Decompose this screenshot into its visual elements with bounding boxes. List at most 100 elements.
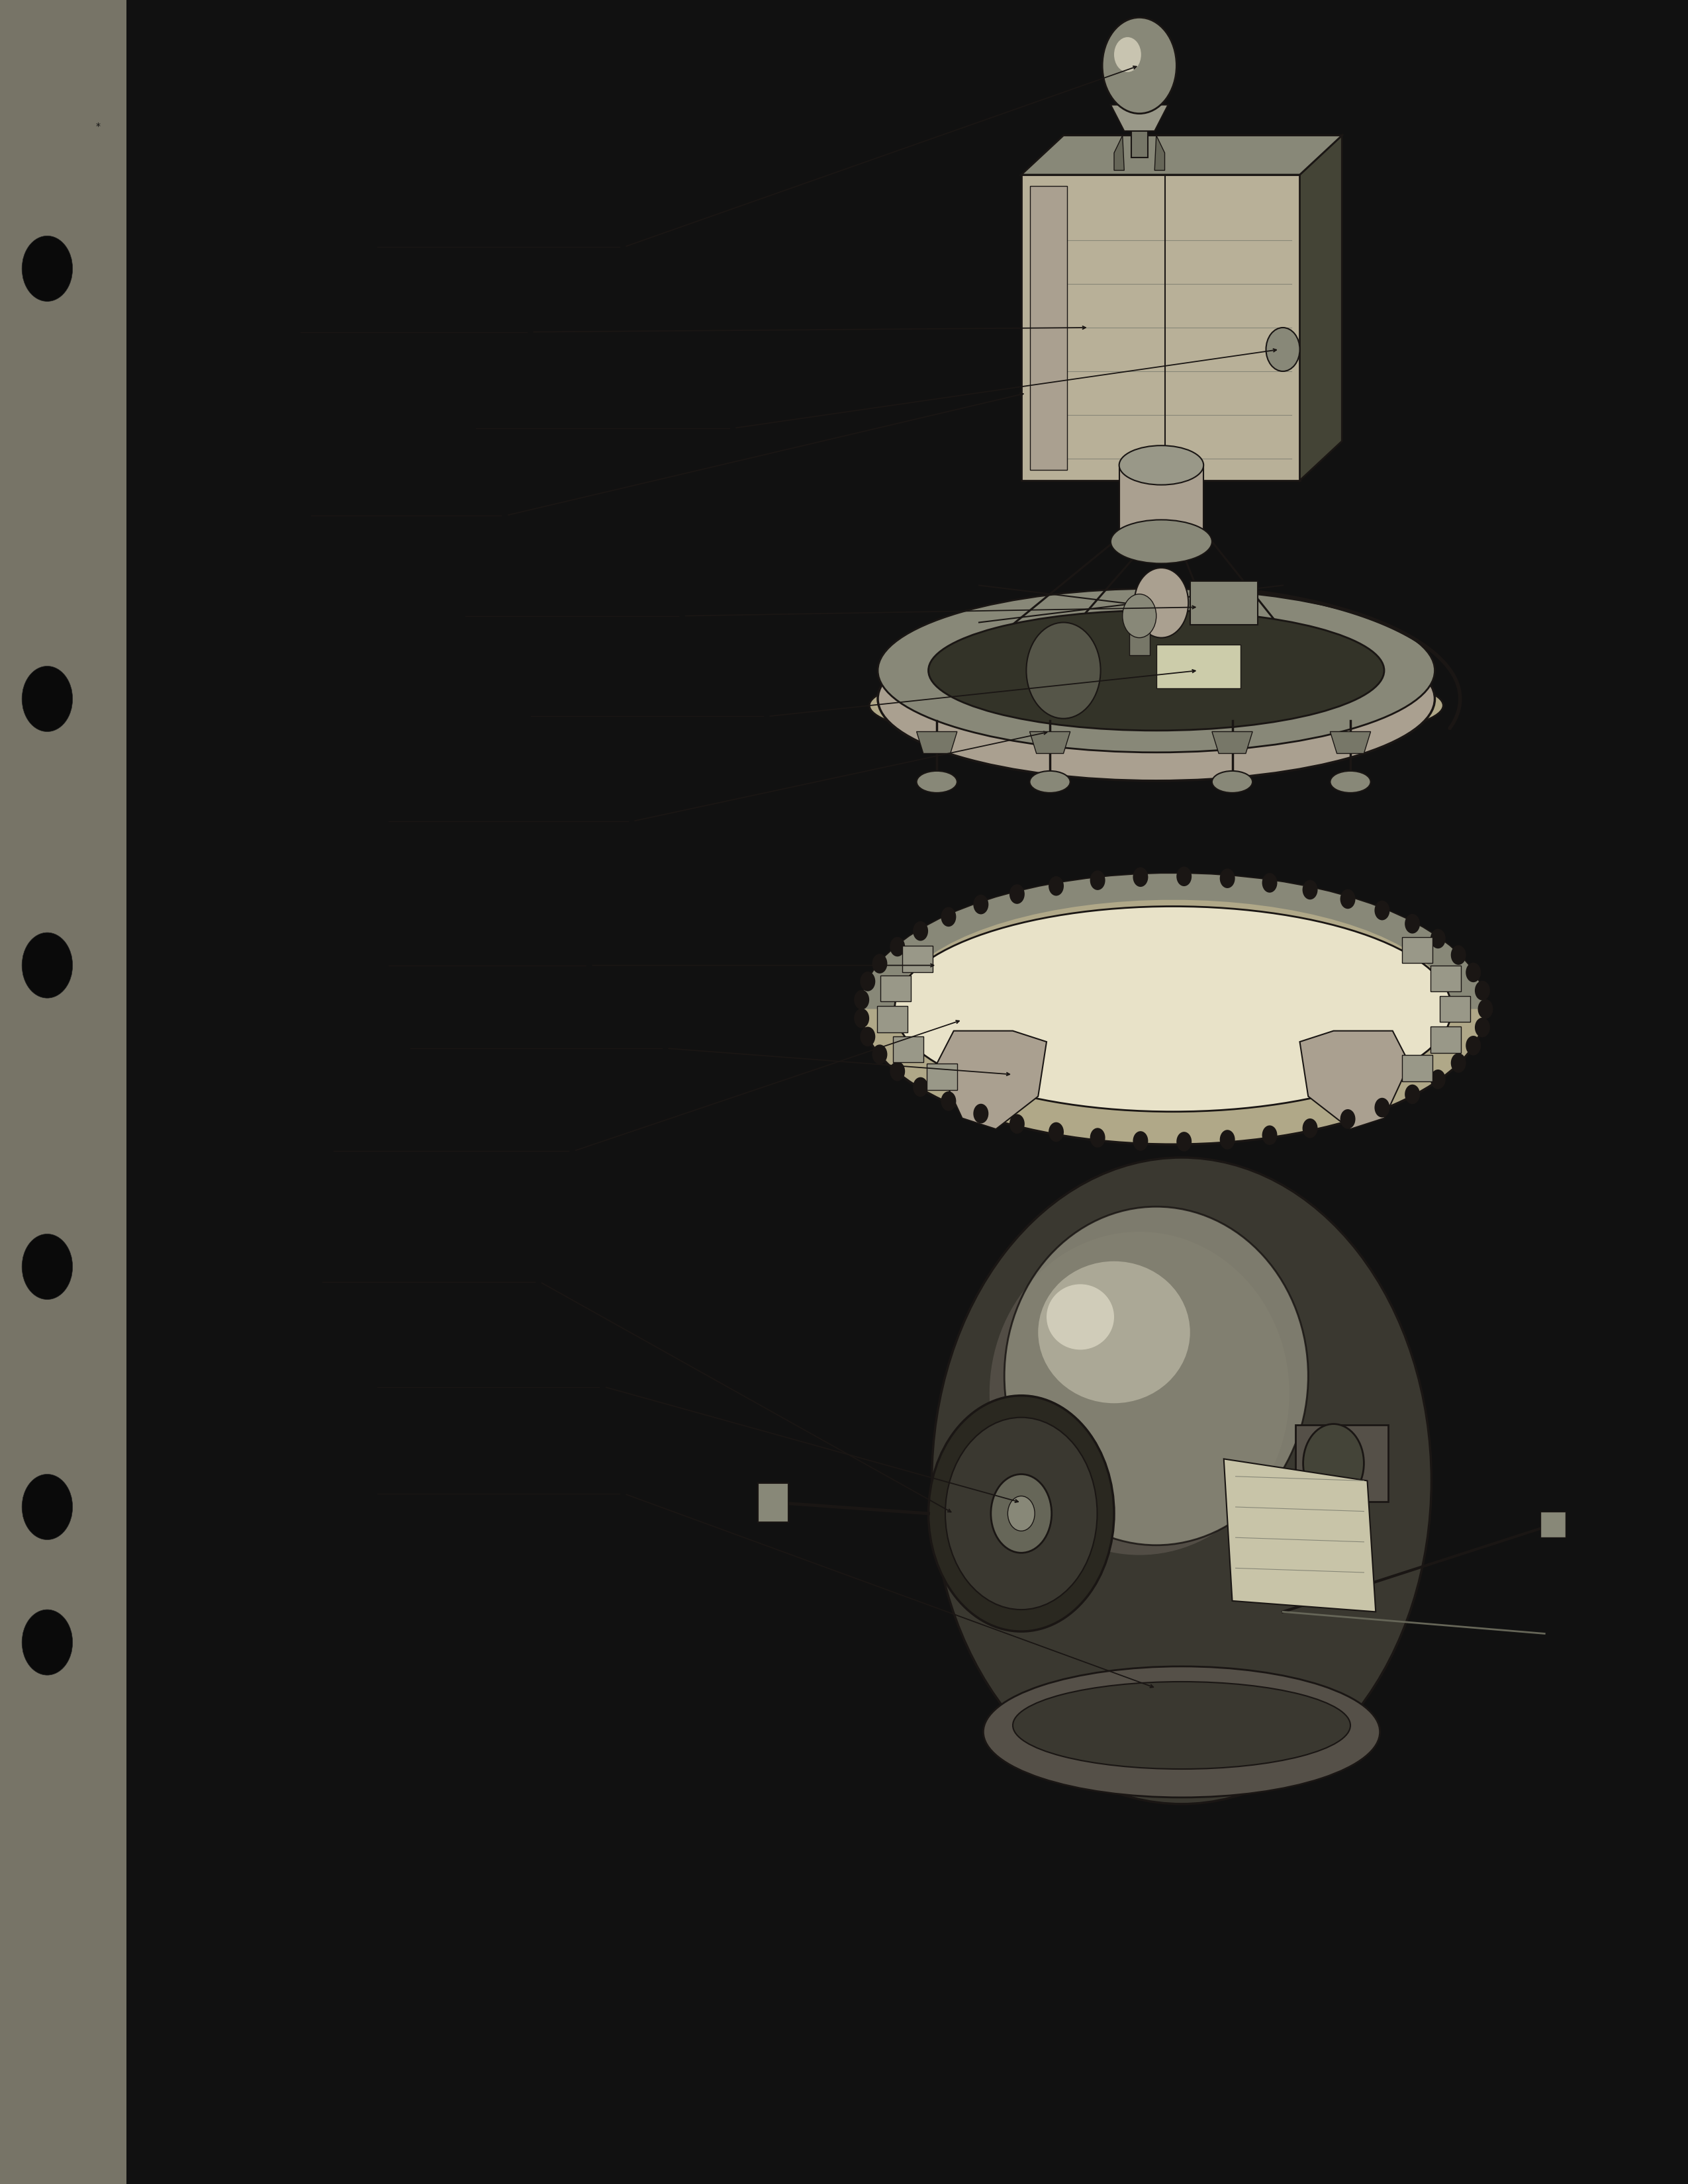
Polygon shape: [1224, 1459, 1376, 1612]
Text: TURRET BALL STRUCTURE: TURRET BALL STRUCTURE: [138, 1380, 295, 1393]
Circle shape: [1475, 981, 1491, 1000]
Text: Section  II: Section II: [1565, 81, 1629, 94]
Circle shape: [1475, 1018, 1491, 1037]
Bar: [1403, 937, 1433, 963]
Text: AN 11-45G-5: AN 11-45G-5: [795, 92, 893, 105]
Circle shape: [913, 922, 928, 941]
Text: Figure 4—Type A-13A Turret Component Assemblies Diagram: Figure 4—Type A-13A Turret Component Ass…: [623, 2046, 1065, 2060]
Ellipse shape: [878, 616, 1435, 782]
Text: TRUNNION SUPPORT BRACKET: TRUNNION SUPPORT BRACKET: [138, 1042, 319, 1055]
Text: AZIMUTH RING GEAR: AZIMUTH RING GEAR: [138, 1144, 263, 1158]
Ellipse shape: [1047, 1284, 1114, 1350]
Circle shape: [1134, 568, 1188, 638]
Circle shape: [1008, 1496, 1035, 1531]
Ellipse shape: [917, 771, 957, 793]
Circle shape: [1220, 1129, 1236, 1149]
Circle shape: [1133, 867, 1148, 887]
Ellipse shape: [895, 906, 1452, 1112]
Text: 9: 9: [1632, 2127, 1641, 2140]
Circle shape: [1303, 1424, 1364, 1503]
Bar: [1129, 612, 1150, 655]
Polygon shape: [1114, 135, 1124, 170]
Ellipse shape: [989, 1232, 1290, 1555]
Text: *: *: [96, 122, 100, 131]
Ellipse shape: [982, 1666, 1381, 1797]
Circle shape: [1090, 871, 1106, 891]
Circle shape: [1114, 37, 1141, 72]
Text: BALL SUPPORT TRUNNION: BALL SUPPORT TRUNNION: [138, 1487, 294, 1500]
Polygon shape: [1155, 135, 1165, 170]
Bar: [1403, 1055, 1433, 1081]
Circle shape: [22, 1474, 73, 1540]
Bar: [881, 976, 912, 1002]
Ellipse shape: [878, 587, 1435, 751]
Circle shape: [1026, 622, 1101, 719]
Circle shape: [1263, 874, 1278, 893]
Circle shape: [1048, 876, 1063, 895]
Bar: [1430, 1026, 1460, 1053]
Circle shape: [1303, 880, 1318, 900]
Circle shape: [940, 1092, 955, 1112]
Circle shape: [1340, 1109, 1355, 1129]
Circle shape: [1177, 867, 1192, 887]
Ellipse shape: [1030, 771, 1070, 793]
Circle shape: [1266, 328, 1300, 371]
Circle shape: [854, 1009, 869, 1029]
Circle shape: [1430, 1070, 1445, 1090]
Circle shape: [1340, 889, 1355, 909]
Circle shape: [1048, 1123, 1063, 1142]
Circle shape: [1404, 1085, 1420, 1105]
Circle shape: [1404, 913, 1420, 933]
Circle shape: [1009, 1114, 1025, 1133]
Circle shape: [890, 1061, 905, 1081]
Text: AMMUNITION CAN SUPPORT TUBING: AMMUNITION CAN SUPPORT TUBING: [138, 609, 354, 622]
Circle shape: [1452, 946, 1467, 965]
Circle shape: [991, 1474, 1052, 1553]
Circle shape: [22, 666, 73, 732]
Ellipse shape: [1038, 1262, 1190, 1404]
Circle shape: [1090, 1127, 1106, 1147]
Text: RESTRICTED: RESTRICTED: [797, 2129, 891, 2143]
Circle shape: [1465, 1035, 1480, 1055]
Circle shape: [932, 1158, 1431, 1804]
Circle shape: [22, 933, 73, 998]
Circle shape: [1123, 594, 1156, 638]
Circle shape: [1303, 1118, 1318, 1138]
Bar: [1190, 581, 1258, 625]
Circle shape: [1374, 900, 1389, 919]
Circle shape: [913, 1077, 928, 1096]
Circle shape: [1430, 928, 1445, 948]
Text: RESTRICTED: RESTRICTED: [797, 70, 891, 83]
Circle shape: [1220, 869, 1236, 889]
Bar: [1539, 1511, 1566, 1538]
Polygon shape: [1330, 732, 1371, 753]
Bar: [1156, 644, 1241, 688]
Circle shape: [1133, 1131, 1148, 1151]
Polygon shape: [917, 732, 957, 753]
Bar: [1430, 965, 1460, 992]
Ellipse shape: [1111, 520, 1212, 563]
Polygon shape: [1212, 732, 1252, 753]
Bar: [927, 1064, 957, 1090]
Circle shape: [940, 906, 955, 926]
Bar: [1119, 465, 1204, 542]
Circle shape: [873, 1044, 888, 1064]
Circle shape: [22, 236, 73, 301]
Ellipse shape: [945, 1417, 1097, 1610]
Text: FIRE CUT-OFF CAM: FIRE CUT-OFF CAM: [138, 1275, 250, 1289]
Bar: [1440, 996, 1470, 1022]
Polygon shape: [1300, 1031, 1409, 1129]
Circle shape: [22, 1234, 73, 1299]
Text: COLLECTOR RING AND HOUSING ASSEMBLY: COLLECTOR RING AND HOUSING ASSEMBLY: [138, 710, 398, 723]
Circle shape: [1452, 1053, 1467, 1072]
Bar: [893, 1035, 923, 1061]
Circle shape: [873, 954, 888, 974]
Text: TRUNNION RING  SUPPORT: TRUNNION RING SUPPORT: [138, 959, 299, 972]
Ellipse shape: [1212, 771, 1252, 793]
Polygon shape: [1111, 105, 1168, 131]
Text: TOP  MOUNTING  SWIVEL: TOP MOUNTING SWIVEL: [138, 240, 289, 253]
Ellipse shape: [869, 662, 1443, 749]
Bar: [1131, 114, 1148, 157]
Ellipse shape: [1013, 1682, 1350, 1769]
Ellipse shape: [928, 609, 1384, 729]
